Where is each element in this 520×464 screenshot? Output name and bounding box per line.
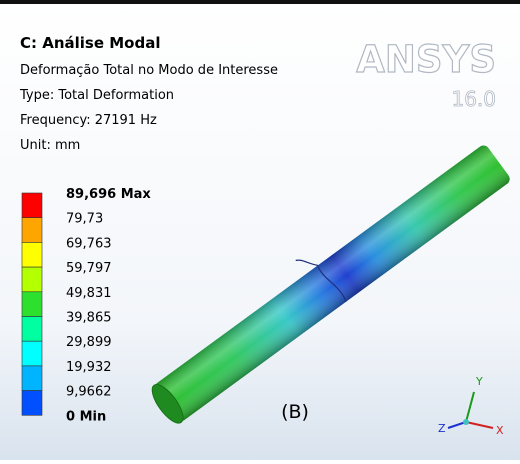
- legend-label: 59,797: [66, 261, 112, 276]
- legend-swatch: [22, 267, 42, 292]
- viewport: C: Análise Modal Deformação Total no Mod…: [0, 0, 520, 460]
- header-line: Frequency: 27191 Hz: [20, 113, 157, 128]
- header-line: Deformação Total no Modo de Interesse: [20, 63, 278, 78]
- legend-swatch: [22, 341, 42, 366]
- legend-label: 19,932: [66, 360, 112, 375]
- triad-origin: [463, 419, 469, 425]
- logo-version: 16.0: [451, 87, 496, 111]
- legend-swatch: [22, 366, 42, 391]
- legend-swatch: [22, 218, 42, 243]
- legend-label: 39,865: [66, 311, 112, 326]
- triad-z-label: Z: [438, 422, 446, 435]
- legend-label: 9,9662: [66, 385, 112, 400]
- legend-swatch: [22, 317, 42, 342]
- legend-label: 89,696 Max: [66, 187, 151, 202]
- legend-label: 49,831: [66, 286, 112, 301]
- view-label: (B): [281, 401, 309, 423]
- triad-y-label: Y: [475, 375, 483, 388]
- legend-swatch: [22, 391, 42, 416]
- legend-label: 29,899: [66, 335, 112, 350]
- logo: ANSYS: [356, 38, 496, 81]
- legend-swatch: [22, 193, 42, 218]
- legend-label: 79,73: [66, 212, 103, 227]
- header-line: Unit: mm: [20, 138, 80, 153]
- legend-label: 0 Min: [66, 409, 106, 424]
- top-border: [0, 0, 520, 4]
- title: C: Análise Modal: [20, 34, 160, 52]
- legend-label: 69,763: [66, 236, 112, 251]
- header-line: Type: Total Deformation: [19, 88, 174, 103]
- legend-swatch: [22, 242, 42, 267]
- legend-swatch: [22, 292, 42, 317]
- triad-x-label: X: [496, 424, 504, 437]
